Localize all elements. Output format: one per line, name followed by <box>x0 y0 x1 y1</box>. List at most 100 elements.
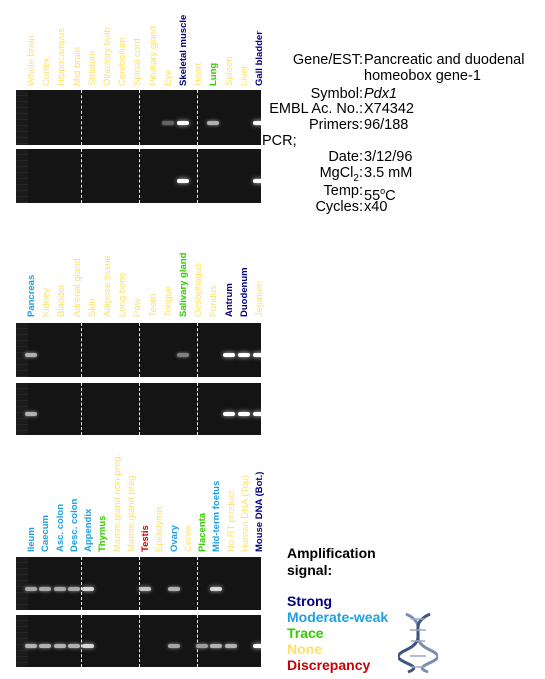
symbol-key: Symbol: <box>310 86 363 102</box>
symbol-value: Pdx1 <box>364 86 398 102</box>
pcr-band <box>253 179 261 183</box>
pcr-band <box>177 353 189 357</box>
pcr-band <box>167 587 180 591</box>
lane-label: Mamm.gland non-preg. <box>111 453 123 552</box>
dna-ladder <box>16 615 28 667</box>
lane-label: Paw <box>132 298 144 317</box>
dna-ladder <box>16 557 28 610</box>
lane-label: Cervix <box>182 525 194 552</box>
date-value: 3/12/96 <box>364 149 413 165</box>
lane-divider <box>197 615 198 667</box>
lane-label: Adipose tissue <box>102 255 113 317</box>
legend-moderate-weak: Moderate-weak <box>287 609 389 625</box>
gel-image-bottom <box>16 383 261 435</box>
lane-label: No RT product <box>225 490 237 552</box>
lane-label: Asc. colon <box>54 503 66 552</box>
legend-trace: Trace <box>287 625 324 641</box>
lane-divider <box>139 90 140 145</box>
pcr-band <box>237 353 250 357</box>
lane-divider <box>81 149 82 203</box>
lane-label: Oesophagus <box>193 263 205 317</box>
lane-divider <box>197 90 198 145</box>
lane-divider <box>139 615 140 667</box>
lane-divider <box>81 557 82 610</box>
pcr-band <box>253 644 261 648</box>
pcr-band <box>53 587 66 591</box>
pcr-band <box>25 412 37 416</box>
info-block: Gene/EST: Pancreatic and duodenal homeob… <box>0 0 545 230</box>
lane-divider <box>81 615 82 667</box>
embl-value: X74342 <box>364 101 414 117</box>
lane-divider <box>139 383 140 435</box>
gel-image-bottom <box>16 615 261 667</box>
lane-label: Thymus <box>97 515 109 552</box>
lane-label: Tongue <box>162 285 174 317</box>
pcr-band <box>253 121 261 125</box>
date-key: Date: <box>328 149 363 165</box>
pcr-band <box>237 412 250 416</box>
legend-discrepancy: Discrepancy <box>287 657 371 673</box>
legend-none: None <box>287 641 322 657</box>
lane-label: Duodenum <box>238 267 250 317</box>
lane-label: Appendix <box>83 508 94 552</box>
gel-image-top <box>16 90 261 145</box>
lane-label: Kidney <box>41 287 53 317</box>
lane-label: Ovary <box>168 525 180 552</box>
lane-label: Salivary gland <box>178 252 189 317</box>
lane-divider <box>81 383 82 435</box>
lane-label: Placenta <box>197 512 208 552</box>
pcr-band <box>207 121 220 125</box>
lane-label: Pancreas <box>26 274 37 317</box>
lane-label: Adrenal gland <box>71 258 83 317</box>
mgcl-value: 3.5 mM <box>364 165 413 181</box>
pcr-band <box>161 121 174 125</box>
pcr-band <box>139 587 151 591</box>
pcr-band <box>67 644 80 648</box>
lane-divider <box>139 149 140 203</box>
lane-label: Teeth <box>147 293 159 317</box>
gel-image-top <box>16 557 261 610</box>
lane-label: Long bone <box>117 272 129 317</box>
pcr-label: PCR; <box>262 133 297 149</box>
lane-divider <box>197 557 198 610</box>
dna-ladder <box>16 323 28 377</box>
pcr-band <box>253 412 261 416</box>
mgcl-key: MgCl2: <box>319 165 363 184</box>
cycles-key: Cycles: <box>315 199 363 215</box>
temp-value: 55oC <box>364 186 396 204</box>
pcr-band <box>82 587 94 591</box>
pcr-band <box>82 644 94 648</box>
embl-key: EMBL Ac. No.: <box>269 101 363 117</box>
pcr-band <box>167 644 180 648</box>
lane-label: Ileum <box>26 527 37 552</box>
temp-key: Temp: <box>323 183 364 199</box>
pcr-band <box>210 587 223 591</box>
legend-strong: Strong <box>287 593 333 609</box>
lane-divider <box>139 323 140 377</box>
lane-divider <box>197 383 198 435</box>
pcr-band <box>39 587 52 591</box>
lane-label: Antrum <box>223 283 235 317</box>
lane-label: Caecum <box>40 515 52 552</box>
lane-label: Mouse DNA (Bot.) <box>254 471 265 552</box>
lane-divider <box>81 323 82 377</box>
primers-value: 96/188 <box>364 117 409 133</box>
pcr-band <box>67 587 80 591</box>
pcr-band <box>196 644 208 648</box>
lane-divider <box>81 90 82 145</box>
gene-value-line1: Pancreatic and duodenal <box>364 52 525 68</box>
gene-value-line2: homeobox gene-1 <box>364 68 481 84</box>
gene-key: Gene/EST: <box>292 52 363 68</box>
gel-image-bottom <box>16 149 261 203</box>
pcr-band <box>177 179 189 183</box>
gel-image-top <box>16 323 261 377</box>
lane-label: Testis <box>140 525 151 552</box>
pcr-band <box>210 644 223 648</box>
lane-label: Desc. colon <box>68 498 80 552</box>
pcr-band <box>224 644 237 648</box>
pcr-band <box>177 121 189 125</box>
pcr-band <box>222 353 235 357</box>
dna-ladder <box>16 149 28 203</box>
cycles-value: x40 <box>364 199 388 215</box>
lane-label: Skin <box>86 298 98 317</box>
